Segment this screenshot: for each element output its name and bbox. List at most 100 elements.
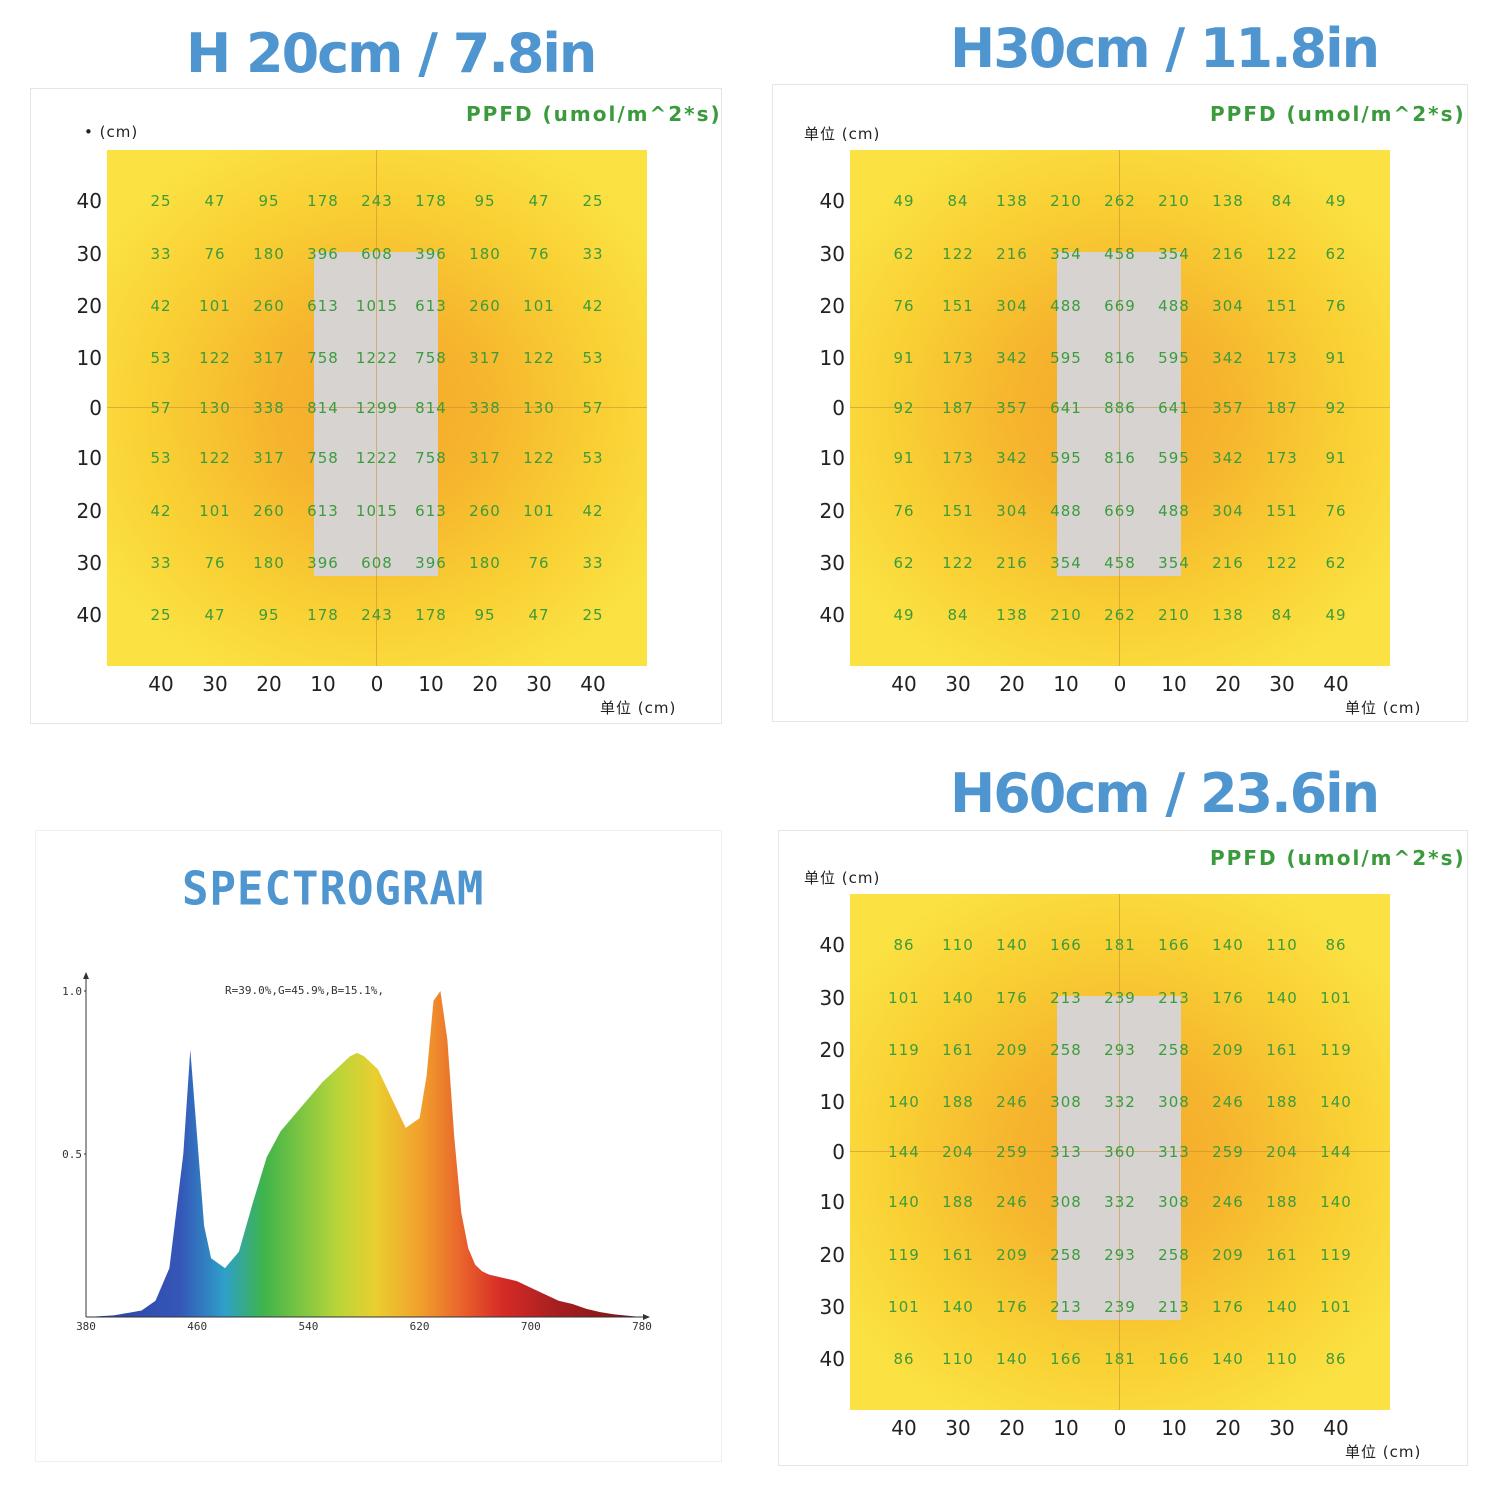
heatmap-cell: 53 [150, 349, 172, 367]
heatmap-cell: 216 [1212, 554, 1244, 572]
unit-label-top-h20: • (cm) [84, 123, 139, 141]
heatmap-cell: 173 [942, 349, 974, 367]
heatmap-cell: 49 [893, 192, 915, 210]
heatmap-cell: 613 [415, 502, 447, 520]
heatmap-cell: 76 [1325, 502, 1347, 520]
heatmap-cell: 595 [1050, 449, 1082, 467]
x-tick-label: 40 [580, 672, 606, 696]
heatmap-cell: 239 [1104, 1298, 1136, 1316]
heatmap-cell: 213 [1158, 1298, 1190, 1316]
heatmap-cell: 338 [253, 399, 285, 417]
heatmap-cell: 91 [1325, 349, 1347, 367]
heatmap-cell: 42 [150, 297, 172, 315]
heatmap-cell: 173 [942, 449, 974, 467]
y-tick-label: 20 [819, 1038, 845, 1062]
heatmap-cell: 95 [258, 606, 280, 624]
heatmap-cell: 84 [1271, 192, 1293, 210]
heatmap-cell: 260 [469, 502, 501, 520]
heatmap-cell: 33 [150, 245, 172, 263]
heatmap-cell: 332 [1104, 1193, 1136, 1211]
heatmap-cell: 122 [523, 449, 555, 467]
heatmap-cell: 140 [888, 1193, 920, 1211]
y-tick-label: 10 [819, 346, 845, 370]
heatmap-cell: 669 [1104, 502, 1136, 520]
heatmap-cell: 216 [996, 554, 1028, 572]
heatmap-cell: 354 [1050, 554, 1082, 572]
heatmap-cell: 204 [942, 1143, 974, 1161]
x-tick-label: 40 [891, 1416, 917, 1440]
heatmap-cell: 260 [469, 297, 501, 315]
heatmap-h30: 49 84 138 210 262 210 138 84 49 62 122 216 354 458 354… [850, 150, 1390, 666]
x-tick-label: 10 [1161, 1416, 1187, 1440]
heatmap-cell: 188 [942, 1193, 974, 1211]
heatmap-cell: 92 [893, 399, 915, 417]
spectrum-x-tick: 380 [76, 1320, 96, 1333]
y-tick-label: 30 [819, 242, 845, 266]
heatmap-cell: 458 [1104, 245, 1136, 263]
x-tick-label: 40 [1323, 672, 1349, 696]
heatmap-cell: 25 [150, 606, 172, 624]
y-tick-label: 10 [819, 446, 845, 470]
heatmap-cell: 210 [1050, 606, 1082, 624]
heatmap-cell: 239 [1104, 989, 1136, 1007]
heatmap-cell: 357 [996, 399, 1028, 417]
heatmap-cell: 181 [1104, 936, 1136, 954]
heatmap-cell: 47 [204, 192, 226, 210]
heatmap-cell: 308 [1050, 1093, 1082, 1111]
heatmap-cell: 209 [1212, 1041, 1244, 1059]
heatmap-cell: 151 [942, 297, 974, 315]
heatmap-cell: 308 [1050, 1193, 1082, 1211]
heatmap-cell: 178 [307, 192, 339, 210]
heatmap-cell: 641 [1050, 399, 1082, 417]
heatmap-cell: 669 [1104, 297, 1136, 315]
heatmap-cell: 173 [1266, 449, 1298, 467]
heatmap-cell: 86 [1325, 1350, 1347, 1368]
heatmap-cell: 258 [1050, 1246, 1082, 1264]
heatmap-cell: 151 [942, 502, 974, 520]
x-tick-label: 10 [418, 672, 444, 696]
heatmap-cell: 1222 [355, 349, 399, 367]
heatmap-cell: 42 [582, 502, 604, 520]
heatmap-cell: 458 [1104, 554, 1136, 572]
spectrum-x-tick: 460 [187, 1320, 207, 1333]
x-tick-label: 10 [1053, 1416, 1079, 1440]
heatmap-cell: 1299 [355, 399, 399, 417]
heatmap-cell: 47 [204, 606, 226, 624]
heatmap-cell: 144 [888, 1143, 920, 1161]
heatmap-cell: 122 [199, 349, 231, 367]
heatmap-cell: 140 [942, 989, 974, 1007]
heatmap-cell: 304 [996, 502, 1028, 520]
heatmap-cell: 166 [1158, 1350, 1190, 1368]
heatmap-cell: 140 [888, 1093, 920, 1111]
heatmap-cell: 304 [1212, 502, 1244, 520]
heatmap-cell: 140 [1212, 1350, 1244, 1368]
heatmap-cell: 101 [1320, 1298, 1352, 1316]
heatmap-cell: 122 [1266, 245, 1298, 263]
heatmap-cell: 101 [888, 989, 920, 1007]
x-axis-arrow [643, 1314, 650, 1320]
unit-label-bottom-h20: 单位 (cm) [600, 699, 677, 717]
heatmap-cell: 110 [942, 1350, 974, 1368]
heatmap-cell: 187 [1266, 399, 1298, 417]
heatmap-cell: 204 [1266, 1143, 1298, 1161]
heatmap-cell: 53 [582, 449, 604, 467]
heatmap-cell: 262 [1104, 192, 1136, 210]
heatmap-cell: 47 [528, 606, 550, 624]
heatmap-cell: 641 [1158, 399, 1190, 417]
heatmap-cell: 396 [415, 245, 447, 263]
heatmap-cell: 140 [1320, 1193, 1352, 1211]
heatmap-cell: 209 [996, 1246, 1028, 1264]
heatmap-cell: 595 [1158, 449, 1190, 467]
spectrum-x-tick: 780 [632, 1320, 652, 1333]
heatmap-cell: 25 [150, 192, 172, 210]
heatmap-cell: 144 [1320, 1143, 1352, 1161]
heatmap-cell: 91 [893, 349, 915, 367]
unit-label-top-h30: 单位 (cm) [804, 125, 881, 143]
spectrogram-title: SPECTROGRAM [182, 862, 485, 917]
heatmap-cell: 49 [893, 606, 915, 624]
heatmap-cell: 332 [1104, 1093, 1136, 1111]
heatmap-cell: 33 [582, 554, 604, 572]
heatmap-cell: 1015 [355, 297, 399, 315]
heatmap-cell: 342 [996, 449, 1028, 467]
heatmap-cell: 308 [1158, 1093, 1190, 1111]
